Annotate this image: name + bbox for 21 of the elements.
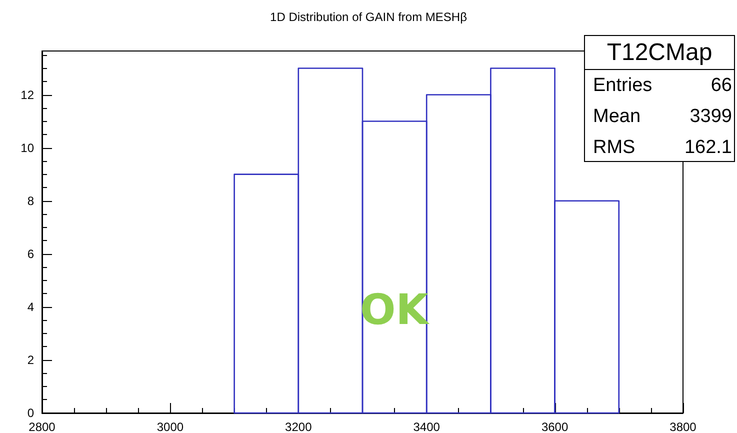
- x-tick-label: 3000: [156, 420, 184, 433]
- text: 66: [710, 75, 732, 96]
- text: 162.1: [684, 137, 732, 158]
- y-tick-label: 8: [27, 194, 34, 208]
- x-tick-label: 3600: [541, 420, 568, 433]
- text: 3399: [690, 106, 732, 127]
- y-tick-label: 0: [27, 406, 34, 420]
- x-tick-label: 3200: [285, 420, 312, 433]
- annotation: T12CMap: [585, 36, 734, 70]
- annotation: Mean: [593, 105, 641, 129]
- y-tick-label: 6: [27, 246, 34, 261]
- annotation: Entries: [593, 74, 652, 98]
- x-tick-label: 2800: [28, 420, 56, 433]
- chart-title: 1D Distribution of GAIN from MESHβ: [270, 10, 468, 24]
- y-tick-label: 12: [20, 88, 34, 102]
- x-tick-label: 3400: [413, 420, 440, 433]
- annotation: RMS: [593, 136, 636, 160]
- y-tick-label: 2: [27, 352, 34, 367]
- y-tick-label: 4: [27, 300, 34, 314]
- y-tick-label: 10: [20, 140, 34, 155]
- x-tick-label: 3800: [670, 420, 697, 433]
